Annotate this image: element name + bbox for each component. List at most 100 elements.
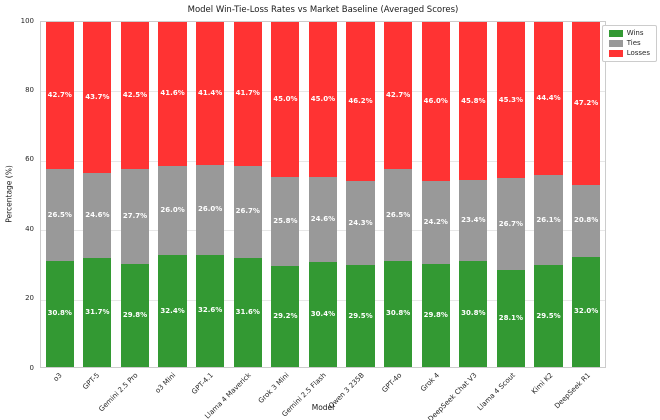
stacked-bar: 47.2% 20.8% 32.0% bbox=[572, 22, 601, 368]
bar-segment-label: 20.8% bbox=[573, 216, 599, 225]
y-tick-label: 0 bbox=[29, 363, 34, 372]
y-tick-label: 40 bbox=[25, 224, 34, 233]
bar-segment-ties: 26.5% bbox=[45, 169, 74, 261]
x-tick-label: GPT-5 bbox=[81, 371, 102, 392]
bar-segment-label: 30.8% bbox=[385, 309, 411, 318]
bar-segment-label: 42.7% bbox=[385, 91, 411, 100]
bar-segment-label: 44.4% bbox=[536, 94, 561, 103]
bar-segment-ties: 26.0% bbox=[158, 165, 187, 256]
bar-segment-losses: 41.6% bbox=[158, 22, 187, 166]
stacked-bar: 42.7% 26.5% 30.8% bbox=[384, 22, 413, 367]
bar-segment-label: 24.6% bbox=[310, 215, 336, 224]
x-tick-label: o3 bbox=[51, 371, 64, 384]
bar-segment-ties: 24.6% bbox=[308, 177, 338, 263]
x-tick-label: Grok 4 bbox=[419, 371, 442, 394]
bar-segment-ties: 24.6% bbox=[83, 172, 112, 258]
bar-segment-losses: 42.7% bbox=[384, 22, 413, 170]
bar-segment-wins: 30.8% bbox=[45, 260, 74, 367]
bar-segment-losses: 47.2% bbox=[572, 22, 601, 185]
x-tick-label: Kimi K2 bbox=[529, 371, 555, 396]
x-tick-label: GPT-4.1 bbox=[190, 371, 215, 396]
stacked-bar: 44.4% 26.1% 29.5% bbox=[534, 22, 563, 368]
bar-segment-losses: 45.0% bbox=[308, 22, 338, 178]
bar-segment-losses: 45.8% bbox=[459, 22, 488, 181]
bar-slot: 46.0% 24.2% 29.8% bbox=[417, 22, 455, 367]
bar-segment-label: 45.3% bbox=[498, 95, 524, 104]
legend-label: Losses bbox=[626, 49, 650, 57]
legend-item-losses: Losses bbox=[608, 49, 650, 57]
y-tick-label: 20 bbox=[25, 294, 34, 303]
x-tick-label: GPT-4o bbox=[380, 371, 404, 395]
bar-segment-ties: 26.1% bbox=[534, 175, 563, 266]
stacked-bar: 41.6% 26.0% 32.4% bbox=[158, 22, 187, 367]
bar-segment-wins: 30.8% bbox=[459, 260, 488, 368]
bar-segment-ties: 25.8% bbox=[271, 177, 300, 267]
bar-segment-wins: 32.4% bbox=[158, 255, 187, 367]
bar-segment-label: 26.7% bbox=[498, 219, 524, 228]
bar-segment-label: 25.8% bbox=[273, 217, 298, 226]
stacked-bar: 42.7% 26.5% 30.8% bbox=[45, 22, 74, 367]
bar-segment-label: 29.2% bbox=[273, 312, 298, 321]
bar-segment-ties: 26.7% bbox=[496, 178, 526, 271]
bar-segment-wins: 28.1% bbox=[496, 270, 526, 367]
bar-segment-label: 45.0% bbox=[273, 95, 298, 104]
bar-segment-label: 43.7% bbox=[85, 92, 110, 101]
bar-segment-wins: 29.2% bbox=[271, 266, 300, 367]
x-axis-label: Model bbox=[311, 403, 335, 412]
bar-slot: 42.7% 26.5% 30.8% bbox=[379, 22, 417, 367]
bar-segment-label: 26.5% bbox=[47, 210, 72, 219]
bar-segment-ties: 26.7% bbox=[233, 165, 262, 258]
legend-item-wins: Wins bbox=[608, 30, 650, 37]
bar-slot: 45.0% 25.8% 29.2% bbox=[267, 22, 305, 367]
bar-segment-label: 26.0% bbox=[160, 205, 185, 214]
bar-segment-wins: 30.8% bbox=[384, 260, 413, 367]
bar-segment-label: 26.1% bbox=[536, 215, 561, 224]
bar-segment-label: 45.0% bbox=[310, 95, 336, 104]
bar-slot: 47.2% 20.8% 32.0% bbox=[567, 22, 605, 368]
bar-segment-label: 29.8% bbox=[423, 311, 448, 320]
bar-slot: 42.7% 26.5% 30.8% bbox=[41, 22, 79, 367]
legend: Wins Ties Losses bbox=[601, 25, 657, 62]
stacked-bar: 46.2% 24.3% 29.5% bbox=[346, 22, 375, 367]
bar-slot: 44.4% 26.1% 29.5% bbox=[530, 22, 568, 368]
bar-segment-label: 24.3% bbox=[348, 218, 373, 227]
legend-label: Ties bbox=[626, 39, 641, 47]
bar-segment-wins: 29.5% bbox=[346, 265, 375, 367]
bar-segment-losses: 46.0% bbox=[421, 22, 450, 181]
bar-segment-ties: 27.7% bbox=[120, 168, 150, 265]
bar-segment-ties: 26.0% bbox=[196, 164, 225, 255]
bar-segment-label: 29.5% bbox=[536, 311, 561, 320]
bar-segment-label: 30.8% bbox=[461, 309, 486, 318]
bar-segment-losses: 42.7% bbox=[45, 22, 74, 170]
bar-segment-label: 32.4% bbox=[160, 306, 185, 315]
bar-slot: 45.3% 26.7% 28.1% bbox=[492, 22, 530, 367]
y-tick-label: 80 bbox=[25, 85, 34, 94]
bar-segment-ties: 23.4% bbox=[459, 180, 488, 261]
bar-segment-label: 28.1% bbox=[498, 314, 524, 323]
bar-segment-wins: 29.5% bbox=[534, 265, 563, 368]
bar-segment-wins: 31.7% bbox=[83, 257, 112, 367]
bar-segment-label: 24.2% bbox=[423, 217, 448, 226]
bar-slot: 41.4% 26.0% 32.6% bbox=[191, 22, 229, 367]
stacked-bar: 43.7% 24.6% 31.7% bbox=[83, 22, 112, 367]
bar-segment-losses: 41.4% bbox=[196, 22, 225, 165]
bar-segment-label: 41.4% bbox=[198, 88, 223, 97]
bar-segment-label: 46.2% bbox=[348, 97, 373, 106]
bar-slot: 41.7% 26.7% 31.6% bbox=[229, 22, 267, 367]
bar-slot: 45.0% 24.6% 30.4% bbox=[304, 22, 342, 367]
bar-segment-losses: 42.5% bbox=[120, 22, 150, 169]
legend-item-ties: Ties bbox=[608, 39, 650, 47]
stacked-bar: 41.4% 26.0% 32.6% bbox=[196, 22, 225, 367]
bar-segment-losses: 45.0% bbox=[271, 22, 300, 178]
bar-segment-losses: 44.4% bbox=[534, 22, 563, 176]
bar-segment-losses: 45.3% bbox=[496, 22, 526, 179]
bar-segment-wins: 31.6% bbox=[233, 257, 262, 367]
bars-container: 42.7% 26.5% 30.8% 43.7% 24.6% 31.7% 42.5% 27.7%… bbox=[41, 22, 605, 368]
y-tick-label: 60 bbox=[25, 155, 34, 164]
bar-segment-ties: 24.3% bbox=[346, 181, 375, 266]
bar-segment-label: 41.7% bbox=[235, 89, 260, 98]
y-tick-label: 100 bbox=[20, 16, 34, 25]
bar-slot: 41.6% 26.0% 32.4% bbox=[154, 22, 192, 367]
bar-segment-label: 45.8% bbox=[461, 96, 486, 105]
